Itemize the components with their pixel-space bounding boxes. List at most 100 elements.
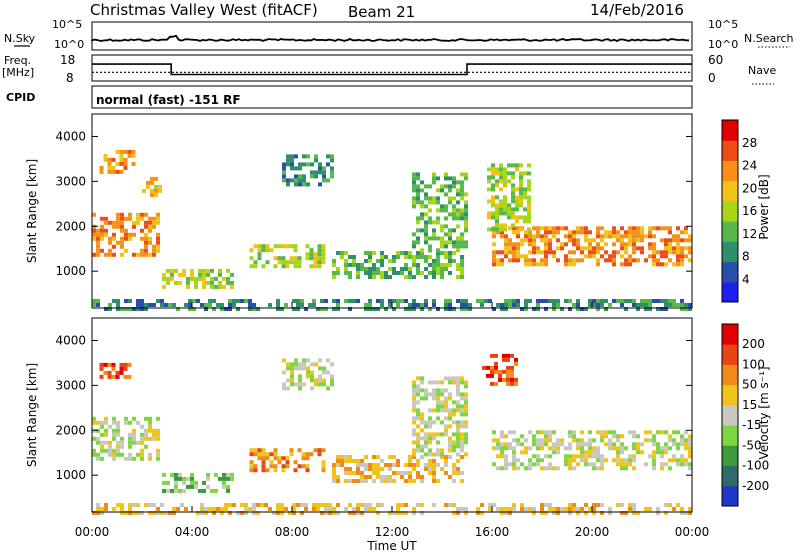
echo-cell (504, 442, 508, 447)
echo-cell (496, 442, 500, 447)
echo-cell (428, 208, 432, 213)
echo-cell (656, 250, 660, 255)
echo-cell (552, 250, 556, 255)
echo-cell (452, 503, 456, 507)
echo-cell (664, 262, 668, 267)
echo-cell (636, 434, 640, 439)
echo-cell (326, 178, 330, 183)
echo-cell (664, 254, 668, 259)
echo-cell (556, 438, 560, 443)
echo-cell (332, 463, 336, 467)
echo-cell (652, 262, 656, 267)
echo-cell (380, 251, 384, 255)
echo-cell (416, 463, 420, 467)
echo-cell (620, 450, 624, 455)
echo-cell (190, 472, 194, 477)
echo-cell (512, 454, 516, 459)
echo-cell (464, 396, 468, 401)
echo-cell (286, 366, 290, 371)
echo-cell (156, 240, 160, 245)
echo-cell (620, 234, 624, 239)
echo-cell (448, 455, 452, 459)
echo-cell (580, 438, 584, 443)
echo-cell (372, 479, 376, 483)
echo-cell (500, 262, 504, 267)
echo-cell (644, 234, 648, 239)
echo-cell (372, 307, 376, 311)
echo-cell (584, 503, 588, 507)
echo-cell (524, 507, 528, 511)
echo-cell (306, 358, 310, 363)
echo-cell (503, 179, 507, 184)
velocity-echoes (92, 353, 692, 515)
echo-cell (580, 454, 584, 459)
echo-cell (512, 507, 516, 511)
echo-cell (684, 442, 688, 447)
echo-cell (524, 254, 528, 259)
echo-cell (460, 408, 464, 413)
echo-cell (452, 244, 456, 249)
echo-cell (120, 240, 124, 245)
echo-cell (592, 462, 596, 467)
echo-cell (252, 507, 256, 511)
echo-cell (119, 153, 124, 158)
echo-cell (420, 412, 424, 417)
echo-cell (448, 251, 452, 255)
echo-cell (511, 187, 515, 192)
echo-cell (460, 307, 464, 311)
colorbar-swatch (722, 281, 738, 303)
echo-cell (528, 234, 532, 239)
echo-cell (194, 280, 198, 285)
echo-cell (99, 362, 104, 367)
echo-cell (552, 234, 556, 239)
echo-cell (282, 178, 286, 183)
echo-cell (448, 188, 452, 193)
echo-cell (512, 438, 516, 443)
echo-cell (253, 244, 258, 249)
echo-cell (676, 254, 680, 259)
echo-cell (226, 488, 230, 493)
echo-cell (552, 230, 556, 235)
echo-cell (500, 446, 504, 451)
echo-cell (306, 162, 310, 167)
echo-cell (281, 264, 286, 269)
echo-cell (660, 446, 664, 451)
echo-cell (306, 182, 310, 187)
echo-cell (416, 184, 420, 189)
echo-cell (436, 396, 440, 401)
echo-cell (428, 307, 432, 311)
echo-cell (464, 224, 468, 229)
echo-cell (408, 459, 412, 463)
echo-cell (491, 175, 495, 180)
echo-cell (124, 420, 128, 425)
echo-cell (688, 438, 692, 443)
echo-cell (314, 170, 318, 175)
echo-cell (456, 299, 460, 303)
echo-cell (132, 220, 136, 225)
echo-cell (104, 507, 108, 511)
echo-cell (244, 511, 248, 515)
echo-cell (124, 236, 128, 241)
echo-cell (536, 234, 540, 239)
echo-cell (317, 252, 322, 257)
echo-cell (536, 230, 540, 235)
echo-cell (148, 428, 152, 433)
echo-cell (416, 263, 420, 267)
echo-cell (293, 264, 298, 269)
echo-cell (92, 436, 96, 441)
echo-cell (488, 299, 492, 303)
echo-cell (632, 430, 636, 435)
echo-cell (656, 226, 660, 231)
echo-cell (512, 246, 516, 251)
echo-cell (368, 467, 372, 471)
echo-cell (568, 462, 572, 467)
echo-cell (412, 463, 416, 467)
echo-cell (317, 256, 322, 261)
echo-cell (684, 307, 688, 311)
echo-cell (672, 299, 676, 303)
y-tick-label: 4000 (55, 129, 86, 143)
echo-cell (564, 226, 568, 231)
echo-cell (448, 380, 452, 385)
echo-cell (368, 503, 372, 507)
echo-cell (140, 432, 144, 437)
